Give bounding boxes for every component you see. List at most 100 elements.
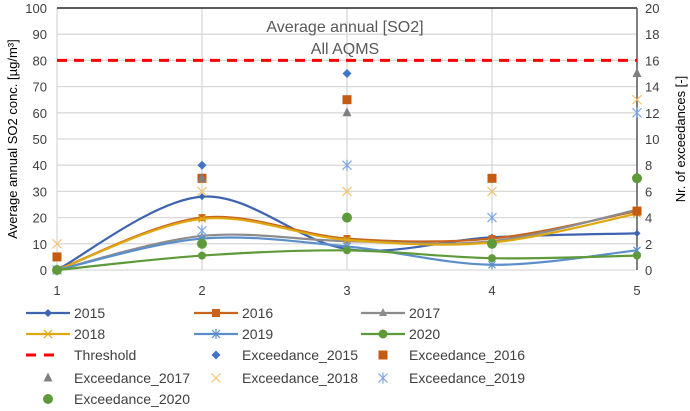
legend-label: 2018 <box>74 326 105 342</box>
y2-tick-label: 10 <box>645 132 659 147</box>
y-tick-label: 40 <box>33 158 47 173</box>
y-tick-label: 80 <box>33 53 47 68</box>
legend-label: Exceedance_2017 <box>74 370 190 386</box>
legend-item: Exceedance_2020 <box>43 391 190 407</box>
legend-label: Exceedance_2019 <box>409 370 525 386</box>
legend-label: 2019 <box>242 326 273 342</box>
legend-item: 2017 <box>361 305 440 321</box>
y-axis-title: Average annual SO2 conc. [µg/m³] <box>5 39 20 238</box>
series-point-2016 <box>198 214 206 222</box>
legend-marker-swatch <box>211 373 221 383</box>
legend-label: 2017 <box>409 305 440 321</box>
x-tick-label: 4 <box>488 283 495 298</box>
legend-item: 2016 <box>194 305 273 321</box>
exceedance-point-Exceedance_2020 <box>632 173 642 184</box>
legend-item: Exceedance_2015 <box>211 347 358 363</box>
legend: 2015 2016 2017 2018 2019 2020 Threshold Exceeda… <box>26 305 525 407</box>
legend-marker-swatch <box>43 394 53 404</box>
legend-marker-swatch <box>378 372 388 384</box>
series-point-2020 <box>488 254 496 263</box>
series-point-2015 <box>198 193 206 201</box>
legend-label: Threshold <box>74 347 136 363</box>
series-point-2018 <box>198 214 206 223</box>
exceedance-point-Exceedance_2020 <box>342 212 352 223</box>
y2-axis-title: Nr. of exceedances [-] <box>673 76 688 202</box>
legend-label: 2016 <box>242 305 273 321</box>
y2-tick-label: 4 <box>645 211 652 226</box>
legend-label: Exceedance_2015 <box>242 347 358 363</box>
plot-area <box>52 58 642 276</box>
exceedance-point-Exceedance_2020 <box>487 238 497 249</box>
chart-title-line2: All AQMS <box>311 41 379 58</box>
legend-marker-swatch <box>378 329 388 339</box>
y2-tick-label: 16 <box>645 53 659 68</box>
legend-item: 2015 <box>26 305 105 321</box>
y2-tick-label: 2 <box>645 237 652 252</box>
legend-marker-swatch <box>43 329 53 339</box>
y-tick-label: 30 <box>33 184 47 199</box>
y-tick-label: 60 <box>33 106 47 121</box>
y2-tick-label: 14 <box>645 80 659 95</box>
exceedance-point-Exceedance_2016 <box>632 206 642 216</box>
legend-marker-swatch <box>378 350 388 360</box>
exceedance-point-Exceedance_2016 <box>52 252 62 262</box>
legend-marker-swatch <box>211 350 221 360</box>
y2-tick-label: 0 <box>645 263 652 278</box>
exceedance-point-Exceedance_2016 <box>342 95 352 105</box>
legend-item: 2019 <box>194 326 273 342</box>
legend-marker-swatch <box>379 308 387 316</box>
exceedance-point-Exceedance_2020 <box>52 265 62 275</box>
legend-label: 2015 <box>74 305 105 321</box>
series-point-2020 <box>633 251 641 260</box>
exceedance-point-Exceedance_2018 <box>487 186 497 197</box>
legend-item: Threshold <box>26 347 136 363</box>
axes: 0102030405060708090100024681012141618201… <box>25 1 659 298</box>
legend-label: Exceedance_2016 <box>409 347 525 363</box>
exceedance-point-Exceedance_2019 <box>632 107 642 119</box>
legend-marker-swatch <box>43 372 53 382</box>
y-tick-label: 50 <box>33 132 47 147</box>
y2-tick-label: 18 <box>645 27 659 42</box>
exceedance-point-Exceedance_2017 <box>197 172 207 182</box>
chart-title-line1: Average annual [SO2] <box>266 19 423 36</box>
exceedance-point-Exceedance_2020 <box>197 238 207 249</box>
exceedance-point-Exceedance_2018 <box>342 186 352 197</box>
x-tick-label: 1 <box>53 283 60 298</box>
legend-label: Exceedance_2018 <box>242 370 358 386</box>
exceedance-point-Exceedance_2017 <box>342 107 352 117</box>
exceedance-point-Exceedance_2018 <box>52 238 62 249</box>
legend-marker-swatch <box>211 329 221 339</box>
y2-tick-label: 6 <box>645 184 652 199</box>
series-point-2020 <box>198 251 206 260</box>
legend-label: 2020 <box>409 326 440 342</box>
x-tick-label: 5 <box>633 283 640 298</box>
y-tick-label: 20 <box>33 211 47 226</box>
legend-label: Exceedance_2020 <box>74 391 190 407</box>
legend-item: Exceedance_2016 <box>378 347 525 363</box>
legend-marker-swatch <box>44 309 52 317</box>
series-point-2020 <box>343 246 351 255</box>
series-point-2015 <box>633 229 641 237</box>
legend-marker-swatch <box>212 309 220 317</box>
y-tick-label: 100 <box>25 1 47 16</box>
exceedance-point-Exceedance_2017 <box>632 68 642 77</box>
y-tick-label: 10 <box>33 237 47 252</box>
exceedance-point-Exceedance_2016 <box>487 173 497 183</box>
y-tick-label: 90 <box>33 27 47 42</box>
series-point-2018 <box>343 235 351 244</box>
y2-tick-label: 12 <box>645 106 659 121</box>
exceedance-point-Exceedance_2019 <box>342 159 352 171</box>
legend-item: Exceedance_2018 <box>211 370 358 386</box>
legend-item: Exceedance_2019 <box>378 370 525 386</box>
exceedance-point-Exceedance_2019 <box>487 212 497 224</box>
y-tick-label: 70 <box>33 80 47 95</box>
legend-item: 2020 <box>361 326 440 342</box>
legend-item: Exceedance_2017 <box>43 370 190 386</box>
y2-tick-label: 20 <box>645 1 659 16</box>
exceedance-point-Exceedance_2015 <box>197 160 207 170</box>
y-tick-label: 0 <box>40 263 47 278</box>
x-tick-label: 3 <box>343 283 350 298</box>
exceedance-point-Exceedance_2015 <box>342 69 352 78</box>
exceedance-point-Exceedance_2019 <box>197 225 207 237</box>
